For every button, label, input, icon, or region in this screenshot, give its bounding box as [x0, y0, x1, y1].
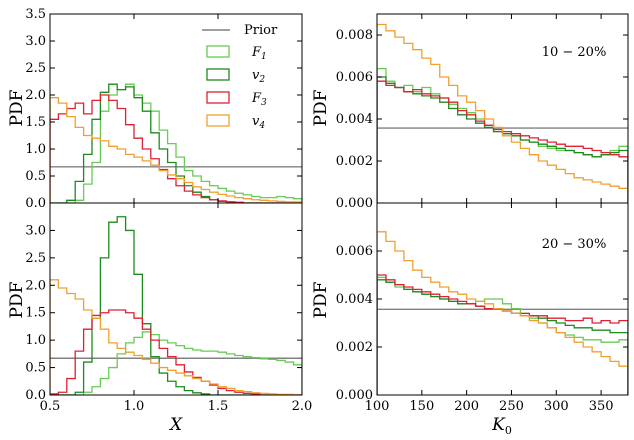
bottom-left-xtick-label: 1.0	[124, 399, 145, 414]
bottom-right-series-v4	[377, 231, 628, 395]
top-left-plot-area	[50, 83, 302, 203]
top-left-series-v4	[50, 97, 302, 203]
bottom-right-series-v2	[377, 279, 628, 395]
bottom-left-ytick-label: 2.5	[25, 251, 46, 266]
bottom-left-ytick-label: 1.0	[25, 333, 46, 348]
bottom-left-series-f1	[50, 331, 302, 395]
top-left-ytick-label: 0.0	[25, 196, 46, 211]
legend: Prior F1 v2 F3 v4	[202, 23, 278, 131]
legend-box-v2	[206, 68, 230, 81]
bottom-right-xtick-label: 100	[365, 399, 390, 414]
legend-label-prior: Prior	[244, 23, 278, 38]
top-right-plot-area	[377, 23, 628, 203]
ylabel-top-left: PDF	[7, 89, 27, 126]
bottom-right-xtick-label: 350	[589, 399, 614, 414]
bottom-left-series-v2	[50, 216, 302, 395]
bottom-right-series-f3	[377, 274, 628, 395]
ylabel-bottom-left: PDF	[7, 281, 27, 318]
bottom-left-ytick-label: 0.5	[25, 361, 46, 376]
legend-box-f3	[206, 91, 230, 104]
top-left-ytick-label: 2.5	[25, 61, 46, 76]
bottom-right-xtick-label: 150	[409, 399, 434, 414]
bottom-right-ytick-label: 0.006	[336, 244, 373, 259]
top-right-ytick-label: 0.006	[336, 70, 373, 85]
bottom-right-xtick-label: 300	[544, 399, 569, 414]
top-left-series-f1	[50, 83, 302, 203]
top-right-ytick-label: 0.002	[336, 154, 373, 169]
top-right-series-f3	[377, 80, 628, 203]
xlabel-bottom-right: K0	[491, 415, 512, 437]
top-right-ytick-label: 0.008	[336, 28, 373, 43]
legend-box-v4	[206, 114, 230, 127]
top-right-ytick-label: 0.004	[336, 112, 373, 127]
top-left-ytick-label: 3.0	[25, 34, 46, 49]
legend-label-f1: F1	[251, 45, 267, 62]
bottom-left-ytick-label: 0.0	[25, 388, 46, 403]
bottom-right-xtick-label: 200	[454, 399, 479, 414]
panel-bottom-left: 0.00.51.01.52.02.53.00.5 1.0 1.5 2.0	[25, 202, 313, 414]
bottom-left-ytick-label: 3.0	[25, 223, 46, 238]
bottom-right-plot-area	[377, 231, 628, 395]
top-left-ytick-label: 3.5	[25, 7, 46, 22]
bottom-left-series-f3	[50, 309, 302, 395]
bottom-left-frame	[49, 202, 303, 396]
legend-box-f1	[206, 45, 230, 58]
top-left-ytick-label: 1.0	[25, 142, 46, 157]
annotation-top-right: 10 − 20%	[542, 45, 607, 60]
bottom-right-xtick-label: 250	[499, 399, 524, 414]
bottom-left-xtick-label: 2.0	[292, 399, 313, 414]
legend-label-v2: v2	[252, 68, 265, 85]
ylabel-bottom-right: PDF	[311, 281, 331, 318]
bottom-left-ytick-label: 2.0	[25, 278, 46, 293]
legend-label-v4: v4	[252, 114, 265, 131]
top-left-ytick-label: 0.5	[25, 169, 46, 184]
top-right-frame	[376, 13, 629, 204]
top-right-series-v4	[377, 23, 628, 203]
top-left-ytick-label: 1.5	[25, 115, 46, 130]
panel-top-left: 0.0 0.5 1.0 1.5 2.0 2.5 3.0 3.5	[25, 7, 303, 211]
annotation-bottom-right: 20 − 30%	[542, 237, 607, 252]
bottom-left-xtick-label: 1.5	[208, 399, 229, 414]
top-left-ytick-label: 2.0	[25, 88, 46, 103]
top-right-ytick-label: 0.000	[336, 196, 373, 211]
bottom-right-ytick-label: 0.000	[336, 388, 373, 403]
ylabel-top-right: PDF	[311, 89, 331, 126]
bottom-left-xtick-label: 0.5	[40, 399, 61, 414]
panel-bottom-right: 0.000 0.002 0.004 0.006 100 150 200 250 300 350	[336, 202, 629, 414]
top-right-series-v2	[377, 76, 628, 203]
bottom-right-series-f1	[377, 276, 628, 395]
bottom-left-plot-area	[50, 216, 302, 395]
bottom-right-ytick-label: 0.002	[336, 340, 373, 355]
xlabel-bottom-left: X	[168, 415, 183, 435]
bottom-left-ytick-label: 1.5	[25, 306, 46, 321]
legend-label-f3: F3	[251, 91, 267, 108]
bottom-right-ytick-label: 0.004	[336, 292, 373, 307]
panel-top-right: 0.000 0.002 0.004 0.006 0.008	[336, 13, 629, 211]
bottom-left-series-v4	[50, 279, 302, 395]
